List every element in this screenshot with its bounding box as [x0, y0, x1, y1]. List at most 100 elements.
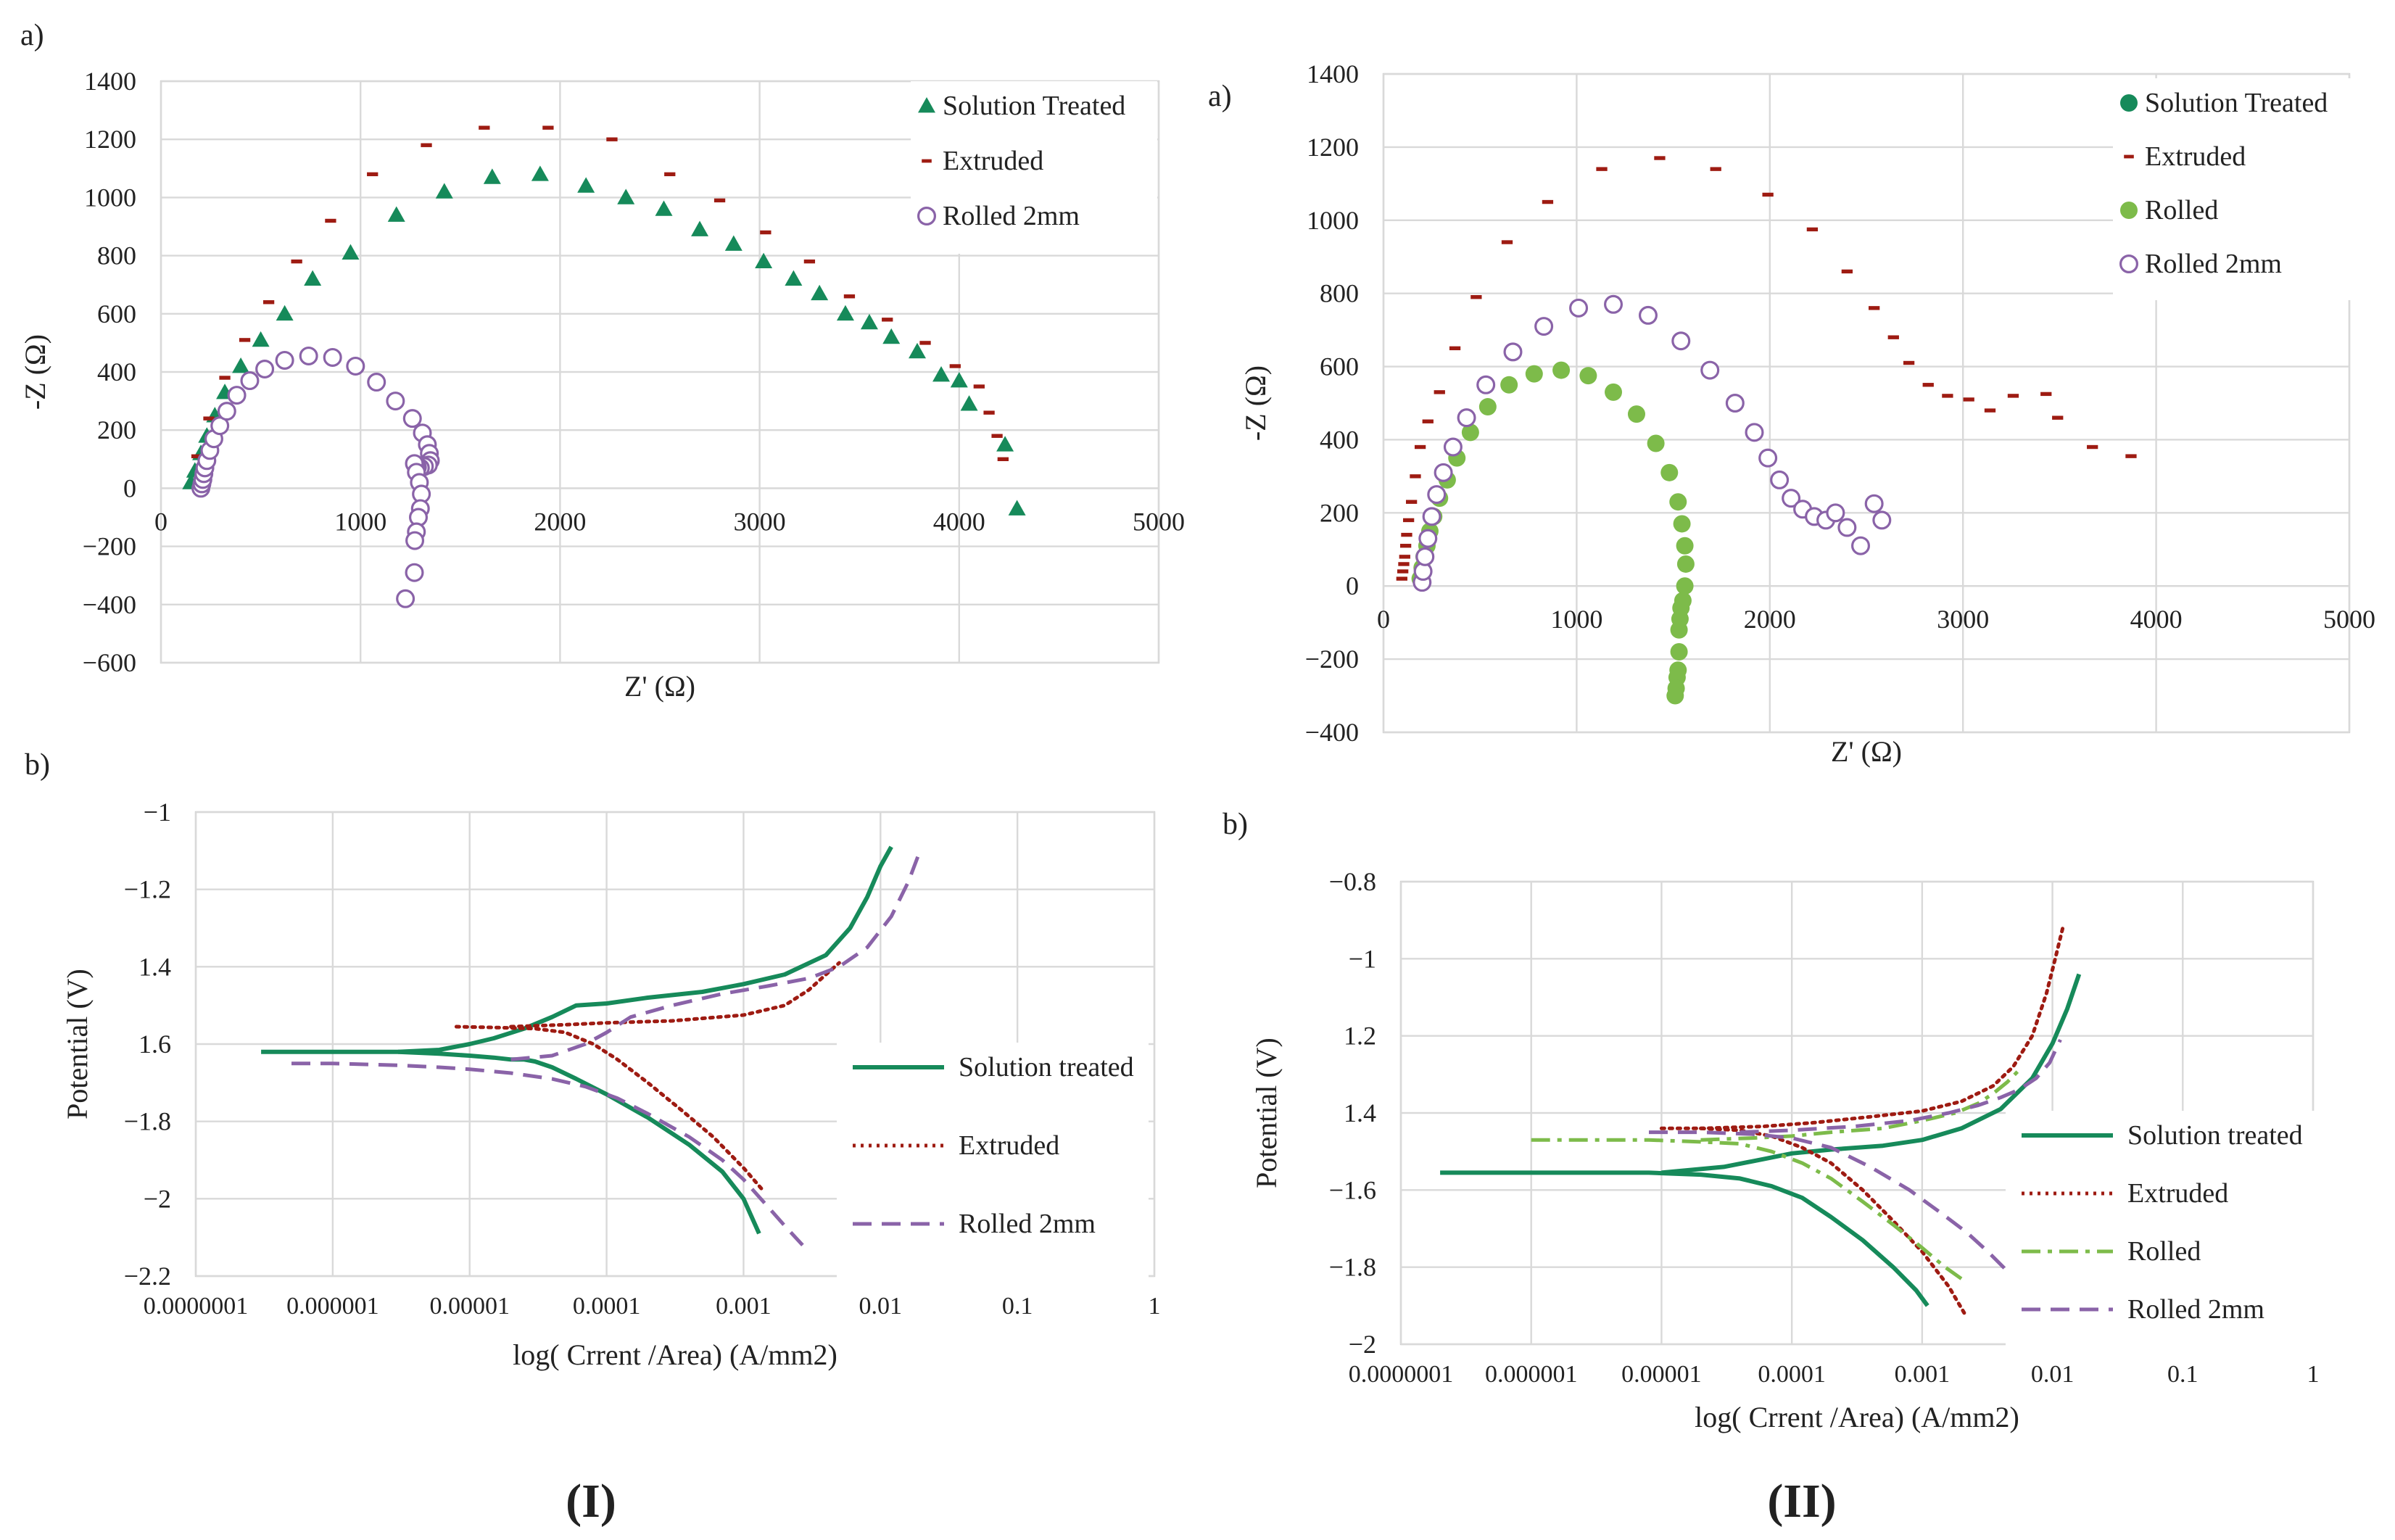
- data-point: [1762, 192, 1774, 197]
- series-extruded: [191, 125, 1009, 461]
- series-line: [510, 853, 921, 1061]
- x-tick-label: 2000: [534, 507, 586, 536]
- legend: Solution Treated Extruded Rolled Rolled 2mm: [2113, 78, 2359, 300]
- data-point: [1869, 306, 1880, 310]
- data-point: [1503, 342, 1523, 362]
- data-point: [860, 313, 878, 330]
- legend: Solution Treated Extruded Rolled 2mm: [911, 81, 1157, 254]
- data-point: [219, 376, 231, 380]
- legend-label: Rolled 2mm: [959, 1209, 1096, 1239]
- y-tick-label: 1.4: [138, 952, 171, 981]
- data-point: [291, 259, 302, 264]
- x-tick-label: 0: [154, 507, 167, 536]
- data-point: [1422, 419, 1434, 423]
- data-point: [240, 371, 260, 391]
- y-tick-label: −200: [1305, 645, 1359, 674]
- legend-background: [911, 81, 1157, 254]
- data-point: [1670, 621, 1688, 639]
- legend-label: Extruded: [2145, 141, 2246, 172]
- x-tick-label: 0.01: [2031, 1361, 2075, 1388]
- series-rolled-2mm: [1649, 1130, 2009, 1272]
- data-point: [1605, 383, 1623, 401]
- data-point: [1654, 156, 1666, 160]
- series-extruded: [454, 1024, 766, 1193]
- y-tick-label: 1.6: [138, 1030, 171, 1059]
- data-point: [843, 294, 856, 299]
- data-point: [276, 305, 294, 321]
- series-extruded-anodic: [509, 961, 841, 1029]
- data-point: [1673, 515, 1691, 533]
- legend-background: [837, 1043, 1149, 1285]
- x-tick-label: 3000: [734, 507, 786, 536]
- legend: Solution treated Extruded Rolled Rolled 2mm: [2006, 1111, 2317, 1350]
- data-point: [1476, 375, 1496, 394]
- y-tick-label: 1200: [84, 125, 136, 154]
- legend-marker: [2120, 94, 2138, 112]
- data-point: [1427, 485, 1447, 505]
- data-point: [1903, 360, 1915, 365]
- x-tick-label: 0: [1377, 605, 1390, 634]
- series-rolled-2mm: [191, 346, 440, 608]
- data-point: [1399, 544, 1412, 548]
- y-tick-label: 200: [97, 415, 136, 444]
- x-tick-label: 0.0000001: [144, 1293, 249, 1320]
- data-point: [232, 357, 250, 373]
- data-point: [275, 350, 294, 370]
- legend-label: Solution treated: [2127, 1120, 2303, 1151]
- series-line: [1661, 973, 2082, 1175]
- series-line: [397, 845, 893, 1054]
- y-tick-label: 600: [97, 299, 136, 328]
- y-axis-title: -Z (Ω): [1239, 365, 1272, 441]
- y-tick-label: −1.2: [124, 875, 171, 904]
- data-point: [1449, 346, 1461, 351]
- legend-label: Extruded: [959, 1130, 1059, 1161]
- x-tick-label: 4000: [933, 507, 985, 536]
- data-point: [803, 259, 816, 264]
- data-point: [1887, 335, 1899, 339]
- panel-caption: (II): [1767, 1475, 1836, 1528]
- data-point: [724, 235, 743, 251]
- data-point: [983, 410, 995, 415]
- data-point: [1569, 298, 1589, 318]
- x-axis-title: Z' (Ω): [1831, 735, 1902, 768]
- y-axis-title: -Z (Ω): [19, 334, 51, 410]
- legend: Solution treated Extruded Rolled 2mm: [837, 1043, 1149, 1285]
- data-point: [1008, 500, 1026, 516]
- data-point: [2007, 394, 2019, 398]
- legend-marker: [2119, 254, 2139, 274]
- y-tick-label: −0.8: [1329, 867, 1376, 896]
- data-point: [421, 143, 432, 147]
- series-line: [1700, 1069, 2020, 1142]
- data-point: [203, 416, 215, 421]
- data-point: [949, 364, 961, 368]
- x-tick-label: 0.00001: [429, 1293, 510, 1320]
- data-point: [1782, 489, 1801, 508]
- data-point: [1660, 463, 1679, 481]
- data-point: [1826, 503, 1845, 523]
- x-axis-title: log( Crrent /Area) (A/mm2): [513, 1338, 837, 1371]
- x-tick-label: 0.01: [859, 1293, 903, 1320]
- y-tick-label: 1200: [1307, 133, 1359, 162]
- data-point: [2125, 454, 2137, 458]
- data-point: [1671, 331, 1691, 351]
- series-solution-treated-anodic: [1661, 973, 2082, 1175]
- data-point: [785, 270, 803, 286]
- x-tick-label: 0.001: [716, 1293, 772, 1320]
- y-tick-label: −1.8: [1329, 1253, 1376, 1282]
- series-rolled-anodic: [1700, 1069, 2020, 1142]
- x-tick-label: 1: [1149, 1293, 1161, 1320]
- data-point: [1942, 394, 1953, 398]
- data-point: [402, 409, 422, 429]
- data-point: [1647, 434, 1665, 452]
- panel-label: a): [20, 19, 44, 52]
- data-point: [1500, 376, 1518, 394]
- series-line: [1531, 1138, 1968, 1284]
- legend-marker: [922, 159, 932, 163]
- legend-label: Rolled 2mm: [2127, 1294, 2264, 1325]
- data-point: [1399, 555, 1410, 559]
- data-point: [1596, 167, 1608, 171]
- data-point: [1434, 463, 1453, 482]
- data-point: [760, 230, 772, 235]
- x-axis-title: Z' (Ω): [624, 670, 695, 703]
- data-point: [909, 342, 927, 359]
